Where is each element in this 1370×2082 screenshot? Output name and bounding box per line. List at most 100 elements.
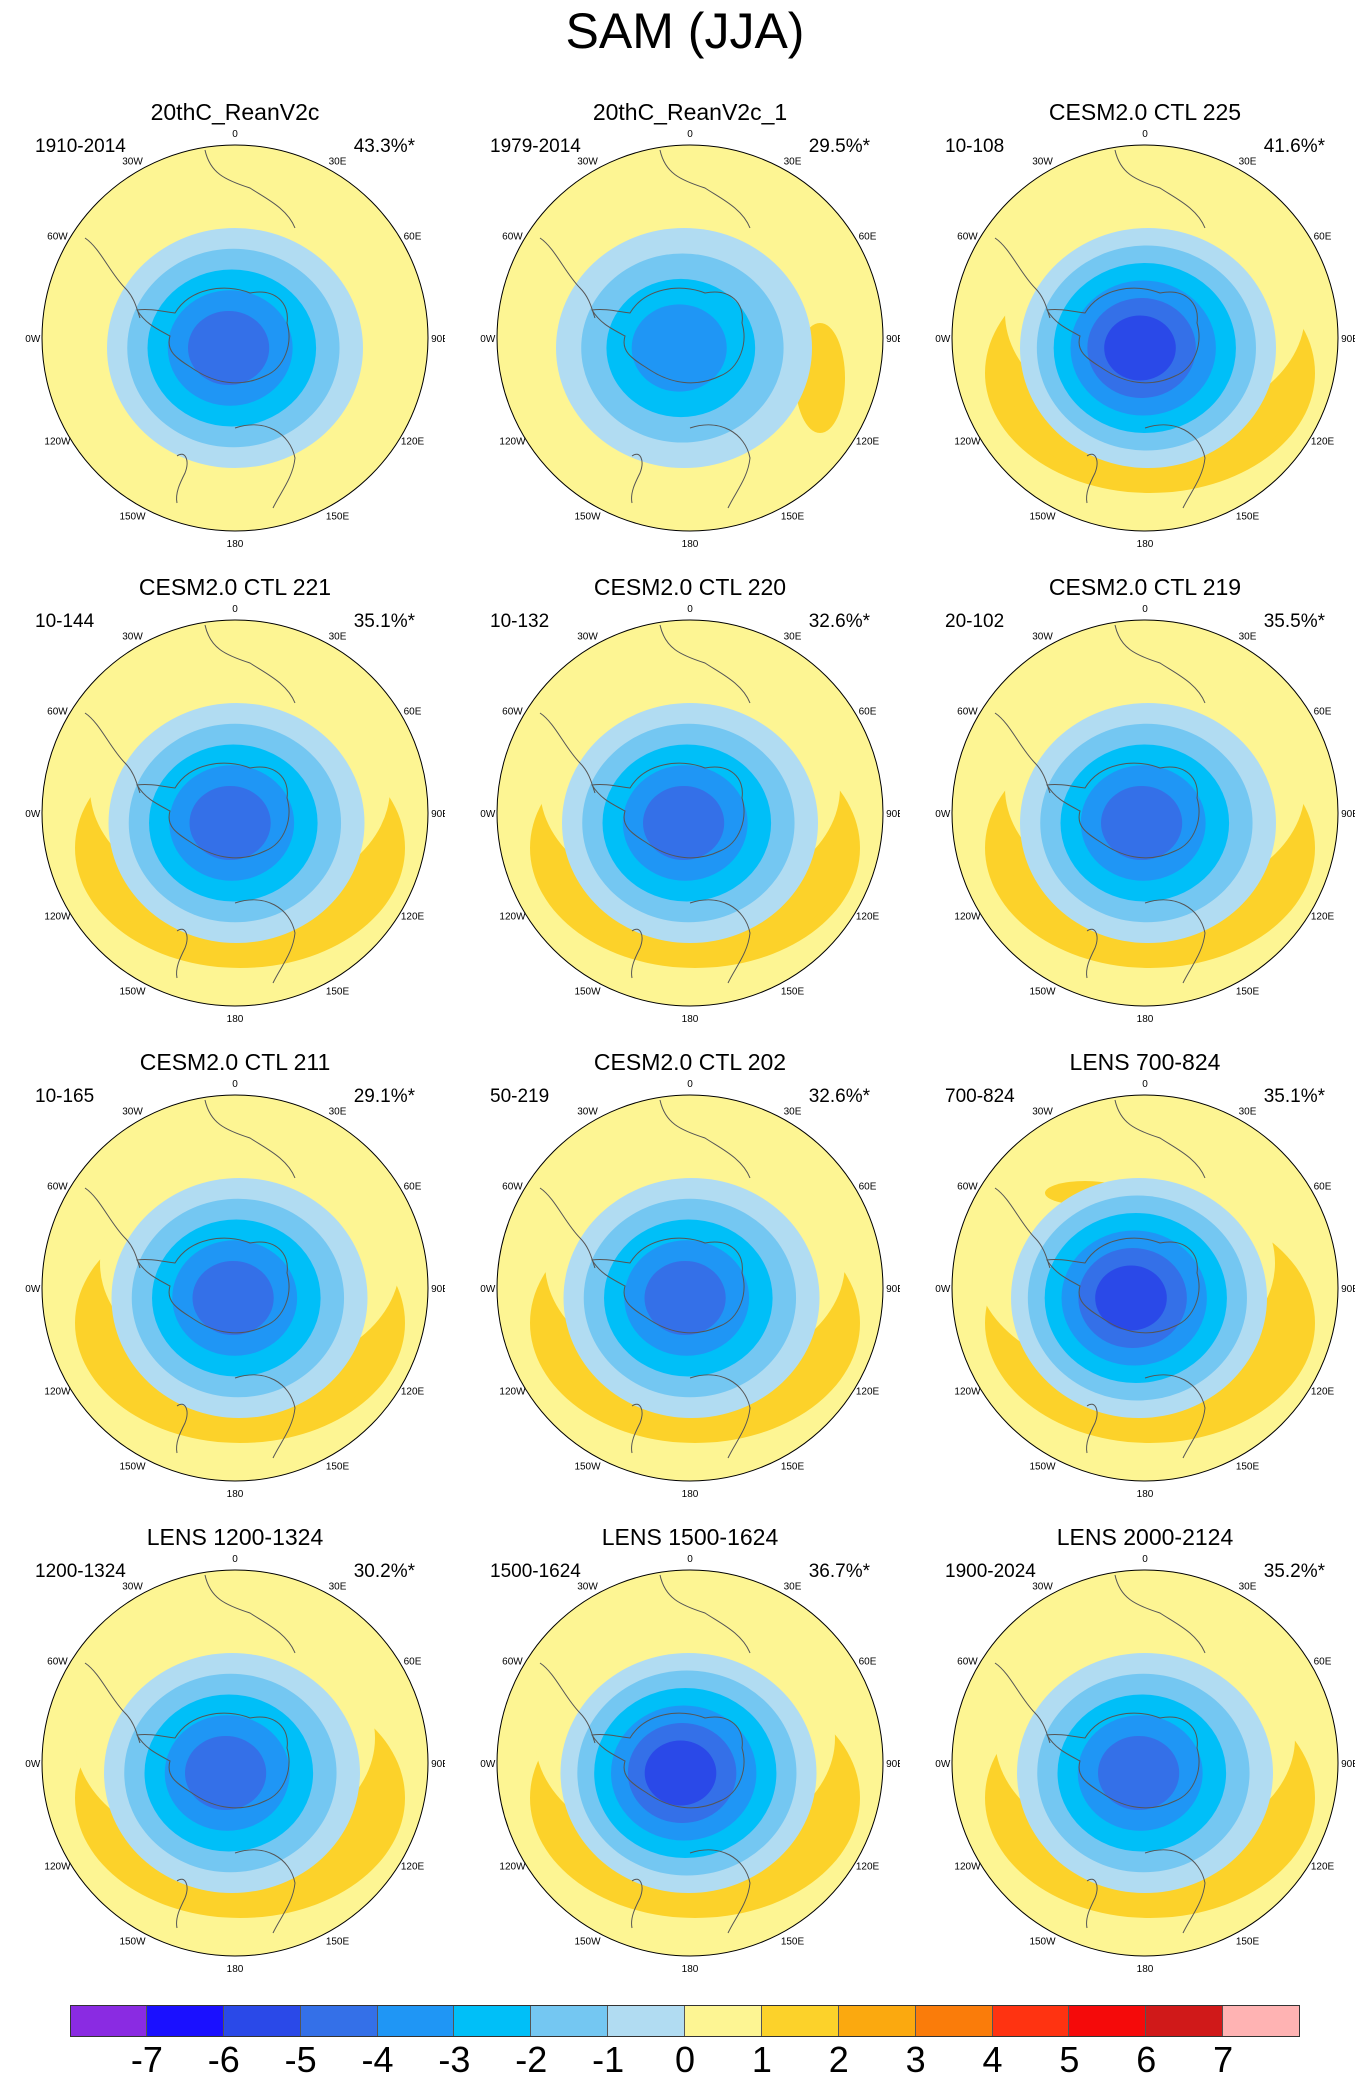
lon-label-150w: 150W — [574, 512, 601, 523]
africa-coastline — [659, 149, 751, 229]
lon-label-60e: 60E — [404, 707, 422, 718]
lon-label-30w: 30W — [122, 1106, 143, 1117]
panel-period: 50-219 — [490, 1086, 550, 1107]
lon-label-120w: 120W — [44, 1862, 71, 1873]
lon-label-180: 180 — [1137, 1014, 1154, 1025]
shade-low-5 — [188, 310, 270, 386]
lon-label-90e: 90E — [431, 334, 445, 345]
lon-label-60w: 60W — [957, 232, 978, 243]
lon-label-90e: 90E — [886, 1284, 900, 1295]
polar-map: 0 30E 60E 90E 120E 150E 180 150W 120W 90W 60W 30W — [935, 604, 1355, 1025]
lon-label-150w: 150W — [119, 512, 146, 523]
lon-label-60w: 60W — [957, 707, 978, 718]
lon-label-150w: 150W — [119, 1937, 146, 1948]
map-shading — [497, 1095, 883, 1481]
lon-label-120e: 120E — [401, 1862, 425, 1873]
lon-label-60e: 60E — [1314, 707, 1332, 718]
antarctica-coastline — [591, 1712, 745, 1809]
panel-title: LENS 1500-1624 — [601, 1524, 779, 1550]
south-america-coastline — [539, 712, 596, 794]
lon-label-90w: 90W — [935, 1284, 951, 1295]
colorbar-tick-label: -7 — [130, 2039, 163, 2080]
australia-coastline — [689, 1849, 751, 1934]
africa-coastline — [659, 1574, 751, 1654]
coastlines — [84, 1574, 296, 1934]
colorbar-swatch — [685, 2005, 762, 2037]
figure-title: SAM (JJA) — [565, 3, 805, 59]
colorbar-swatch — [377, 2005, 455, 2037]
lon-label-120w: 120W — [954, 1862, 981, 1873]
panel-title: CESM2.0 CTL 225 — [1048, 99, 1242, 125]
shade-low-5 — [1098, 1735, 1180, 1811]
lon-label-120e: 120E — [1311, 437, 1335, 448]
new-zealand-coastline — [176, 1403, 188, 1454]
lon-label-60e: 60E — [859, 232, 877, 243]
map-shading — [952, 145, 1338, 531]
australia-coastline — [234, 1374, 296, 1459]
coastlines — [994, 624, 1206, 984]
coastlines — [84, 149, 296, 509]
map-panel-12: 0 30E 60E 90E 120E 150E 180 150W 120W 90W 60W 30W LE… — [935, 1523, 1355, 1993]
lon-label-90e: 90E — [431, 1284, 445, 1295]
shade-low-5 — [192, 1260, 274, 1336]
antarctica-coastline — [136, 1712, 290, 1809]
new-zealand-coastline — [631, 1403, 643, 1454]
map-border — [41, 1094, 429, 1482]
lon-label-30e: 30E — [784, 156, 802, 167]
lon-label-90w: 90W — [25, 334, 41, 345]
map-shading — [952, 1095, 1338, 1481]
lon-label-60e: 60E — [404, 1182, 422, 1193]
colorbar-tick-label: 1 — [751, 2039, 772, 2080]
lon-label-30e: 30E — [1239, 631, 1257, 642]
map-shading — [497, 1570, 883, 1956]
polar-map: 0 30E 60E 90E 120E 150E 180 150W 120W 90W 60W 30W — [480, 129, 900, 550]
coastlines — [539, 624, 751, 984]
lon-label-150w: 150W — [1029, 512, 1056, 523]
colorbar-tick-label: 6 — [1136, 2039, 1157, 2080]
colorbar — [70, 2005, 1300, 2037]
australia-coastline — [234, 899, 296, 984]
new-zealand-coastline — [176, 1878, 188, 1929]
africa-coastline — [1114, 1574, 1206, 1654]
map-shading — [42, 1570, 428, 1956]
map-border — [41, 1569, 429, 1957]
lon-label-90w: 90W — [25, 1284, 41, 1295]
colorbar-tick-label: -6 — [207, 2039, 240, 2080]
shade-low-5 — [644, 1260, 726, 1336]
colorbar-tick-label: -4 — [361, 2039, 394, 2080]
map-border — [496, 144, 884, 532]
panel-period: 1500-1624 — [490, 1561, 581, 1582]
lon-label-120e: 120E — [856, 1387, 880, 1398]
panel-variance-percent: 35.5%* — [1263, 611, 1325, 632]
colorbar-frame — [70, 2005, 1300, 2037]
lon-label-90w: 90W — [480, 809, 496, 820]
map-border — [951, 1569, 1339, 1957]
lon-label-60e: 60E — [404, 232, 422, 243]
lon-label-60w: 60W — [957, 1182, 978, 1193]
lon-label-60w: 60W — [502, 1182, 523, 1193]
shade-low-6 — [1104, 315, 1176, 381]
lon-label-30w: 30W — [1032, 1581, 1053, 1592]
lon-label-180: 180 — [682, 1489, 699, 1500]
panel-variance-percent: 32.6%* — [808, 611, 870, 632]
colorbar-swatch — [1069, 2005, 1147, 2037]
colorbar-swatch — [531, 2005, 609, 2037]
lon-label-0: 0 — [232, 1079, 238, 1090]
new-zealand-coastline — [176, 453, 188, 504]
panel-variance-percent: 35.1%* — [353, 611, 415, 632]
lon-label-0: 0 — [232, 604, 238, 615]
colorbar-tick-label: -3 — [438, 2039, 471, 2080]
panel-variance-percent: 29.1%* — [353, 1086, 415, 1107]
panel-title: CESM2.0 CTL 221 — [138, 574, 332, 600]
lon-label-150e: 150E — [326, 987, 350, 998]
lon-label-30e: 30E — [329, 1581, 347, 1592]
panel-title: CESM2.0 CTL 211 — [139, 1049, 331, 1075]
map-border — [41, 144, 429, 532]
colorbar-tick-label: 0 — [674, 2039, 696, 2080]
lon-label-120w: 120W — [499, 437, 526, 448]
africa-coastline — [1114, 624, 1206, 704]
australia-coastline — [1144, 899, 1206, 984]
lon-label-60e: 60E — [1314, 1182, 1332, 1193]
panel-title: 20thC_ReanV2c — [150, 99, 320, 125]
lon-label-120e: 120E — [1311, 1387, 1335, 1398]
